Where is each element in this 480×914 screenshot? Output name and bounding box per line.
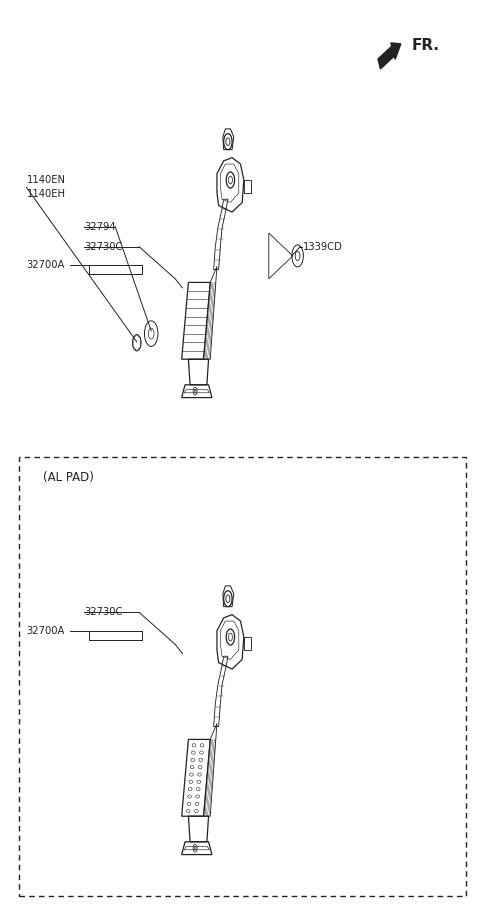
Text: 32794: 32794	[84, 222, 116, 231]
Text: 32700A: 32700A	[26, 260, 65, 270]
Text: 32730C: 32730C	[84, 242, 122, 251]
FancyArrow shape	[378, 43, 401, 69]
Text: 32730C: 32730C	[84, 608, 122, 617]
Text: (AL PAD): (AL PAD)	[43, 471, 94, 484]
Text: 1339CD: 1339CD	[302, 242, 342, 251]
Text: 32700A: 32700A	[26, 626, 65, 635]
Text: FR.: FR.	[412, 38, 440, 53]
Text: 1140EN: 1140EN	[26, 175, 65, 185]
Text: 1140EH: 1140EH	[26, 189, 65, 198]
